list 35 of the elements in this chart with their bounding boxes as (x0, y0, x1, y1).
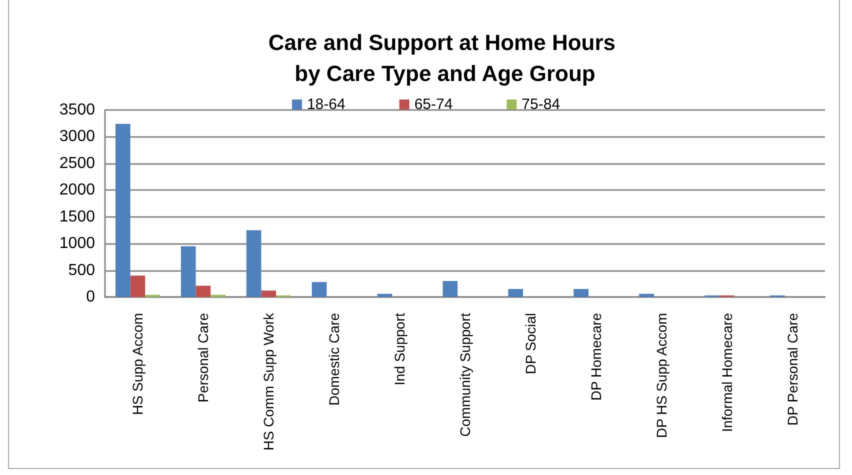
legend-label: 18-64 (306, 96, 346, 113)
x-tick-label: Domestic Care (326, 312, 342, 406)
bar (246, 230, 262, 297)
x-tick-label: DP Social (522, 313, 538, 374)
x-tick-label: DP Homecare (588, 312, 604, 401)
y-tick-label: 0 (86, 288, 96, 306)
y-tick-label: 3500 (59, 102, 96, 118)
x-tick-label: Informal Homecare (718, 312, 735, 432)
y-tick-label: 1500 (59, 208, 96, 226)
y-tick-label: 2500 (59, 154, 96, 172)
bar (130, 276, 146, 297)
x-tick-label: DP HS Supp Accom (653, 313, 670, 438)
bar (574, 288, 588, 297)
y-tick-label: 3000 (59, 128, 96, 146)
x-tick-label: HS Comm Supp Work (260, 312, 277, 450)
bar (312, 282, 327, 297)
legend-label: 65-74 (414, 96, 453, 113)
x-tick-label: Personal Care (195, 312, 212, 402)
bar (639, 294, 654, 297)
bar (196, 286, 211, 297)
bar (442, 280, 458, 297)
x-tick-label: HS Supp Accom (130, 313, 146, 415)
bar (377, 294, 392, 297)
y-tick-label: 2000 (59, 182, 96, 199)
bar (180, 246, 196, 297)
chart-title: Care and Support at Home Hours by Care Type and Age Group (268, 30, 622, 86)
y-tick-label: 500 (68, 262, 96, 279)
bar (261, 290, 276, 297)
x-tick-label: Community Support (457, 312, 473, 437)
bar (508, 288, 524, 297)
x-tick-label: DP Personal Care (784, 312, 800, 426)
x-tick-label: Ind Support (392, 312, 408, 386)
bar (115, 124, 130, 297)
y-tick-label: 1000 (59, 235, 96, 252)
legend-label: 75-84 (522, 96, 560, 113)
